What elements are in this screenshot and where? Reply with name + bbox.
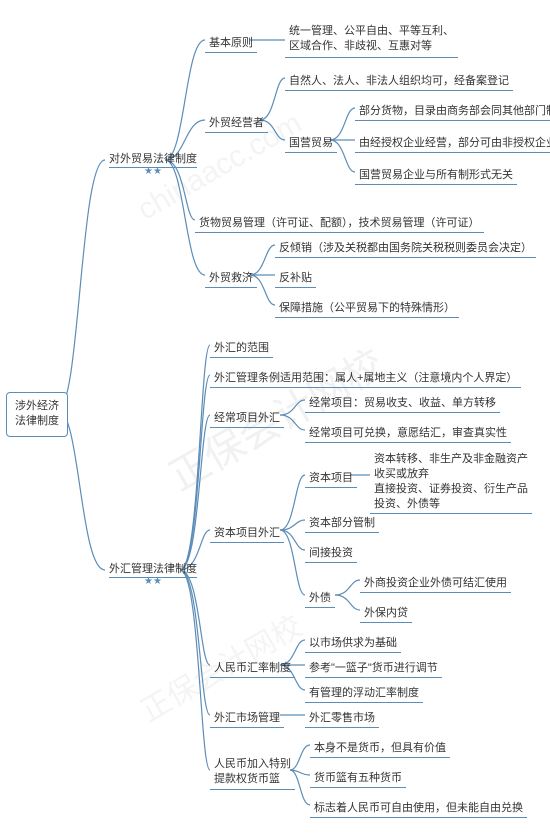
node-b4-1: 资本项目: [305, 467, 357, 488]
node-a: 对外贸易法律制度 ★★: [105, 148, 201, 179]
node-a2-2-2: 由经授权企业经营，部分可由非授权企业经营: [355, 132, 550, 153]
node-b4-2: 资本部分管制: [305, 512, 379, 533]
node-a2-2: 国营贸易: [285, 132, 337, 153]
node-b4: 资本项目外汇: [210, 522, 284, 543]
node-b7: 人民币加入特别 提款权货币篮: [210, 755, 295, 790]
node-a2-1: 自然人、法人、非法人组织均可，经备案登记: [285, 70, 513, 91]
root-line1: 涉外经济: [15, 400, 59, 412]
node-b4-1-1: 资本转移、非生产及非金融资产 收买或放弃 直接投资、证券投资、衍生产品 投资、外…: [370, 450, 532, 514]
node-b4-4-1: 外商投资企业外债可结汇使用: [360, 572, 511, 593]
root-line2: 法律制度: [15, 415, 59, 427]
node-b4-3: 间接投资: [305, 542, 357, 563]
node-a4-3: 保障措施（公平贸易下的特殊情形）: [275, 297, 459, 318]
node-b1: 外汇的范围: [210, 337, 273, 358]
node-a4-2: 反补贴: [275, 267, 316, 288]
node-b6: 外汇市场管理: [210, 707, 284, 728]
node-b4-4: 外债: [305, 587, 335, 608]
node-b6-1: 外汇零售市场: [305, 707, 379, 728]
node-a2: 外贸经营者: [205, 112, 268, 133]
root-node: 涉外经济 法律制度: [6, 392, 68, 437]
node-a2-2-3: 国营贸易企业与所有制形式无关: [355, 164, 517, 185]
node-b: 外汇管理法律制度 ★★: [105, 558, 201, 589]
node-b5: 人民币汇率制度: [210, 657, 295, 678]
node-b3: 经常项目外汇: [210, 407, 284, 428]
node-b7-3: 标志着人民币可自由使用，但未能自由兑换: [310, 797, 527, 818]
node-b7-2: 货币篮有五种货币: [310, 767, 406, 788]
node-b5-2: 参考"一篮子"货币进行调节: [305, 657, 442, 678]
node-b7-1: 本身不是货币，但具有价值: [310, 737, 450, 758]
node-b5-3: 有管理的浮动汇率制度: [305, 682, 423, 703]
node-a1-1: 统一管理、公平自由、平等互利、 区域合作、非歧视、互惠对等: [285, 22, 458, 58]
node-a3: 货物贸易管理（许可证、配额），技术贸易管理（许可证）: [195, 212, 484, 233]
node-b3-1: 经常项目：贸易收支、收益、单方转移: [305, 392, 500, 413]
node-a4: 外贸救济: [205, 267, 257, 288]
node-a2-2-1: 部分货物，目录由商务部会同其他部门制定: [355, 100, 550, 121]
node-a1: 基本原则: [205, 32, 257, 53]
node-b4-4-2: 外保内贷: [360, 602, 412, 623]
node-b3-2: 经常项目可兑换，意愿结汇，审查真实性: [305, 422, 511, 443]
node-b5-1: 以市场供求为基础: [305, 632, 401, 653]
node-b2: 外汇管理条例适用范围：属人+属地主义（注意境内个人界定）: [210, 367, 521, 388]
node-a4-1: 反倾销（涉及关税都由国务院关税税则委员会决定）: [275, 237, 536, 258]
